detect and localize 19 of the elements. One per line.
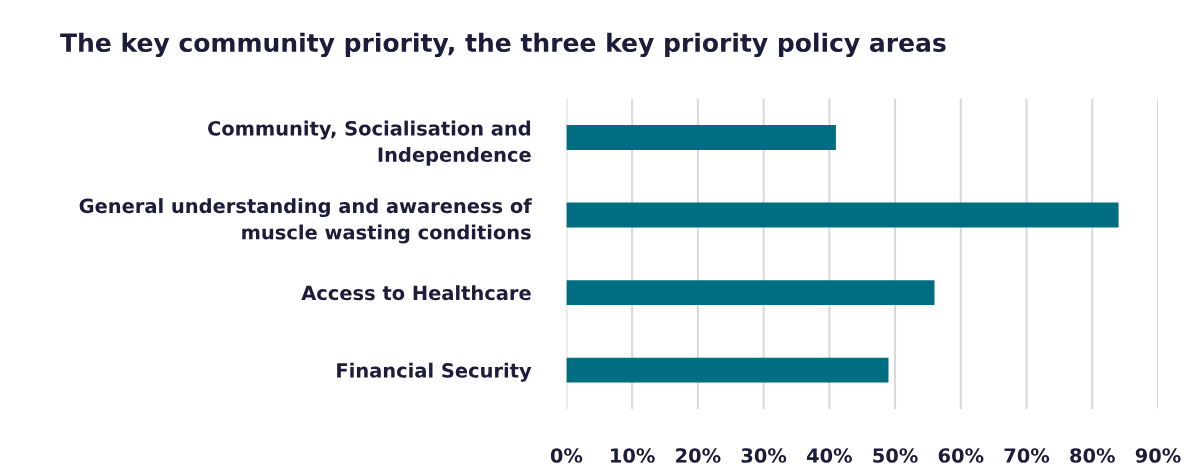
bar bbox=[566, 357, 889, 383]
bar bbox=[566, 125, 836, 150]
y-tick-label: Community, Socialisation and Independence bbox=[208, 120, 531, 166]
x-tick-label: 80% bbox=[1070, 448, 1115, 463]
bar bbox=[566, 202, 1119, 228]
x-tick-label: 30% bbox=[741, 448, 787, 463]
x-tick-label: 20% bbox=[676, 448, 721, 463]
y-tick-label: General understanding and awareness of muscle wasting conditions bbox=[79, 198, 532, 244]
x-tick-label: 70% bbox=[1004, 448, 1050, 463]
x-tick-label: 0% bbox=[550, 448, 583, 463]
x-tick-label: 90% bbox=[1135, 448, 1181, 463]
bar bbox=[566, 280, 935, 305]
x-tick-label: 60% bbox=[938, 448, 984, 463]
chart-title: The key community priority, the three key priority policy areas bbox=[60, 32, 946, 58]
y-tick-label: Access to Healthcare bbox=[301, 285, 531, 301]
y-tick-label: Financial Security bbox=[337, 362, 532, 382]
x-tick-label: 50% bbox=[873, 448, 918, 463]
x-tick-label: 10% bbox=[611, 448, 655, 463]
x-tick-label: 40% bbox=[806, 448, 852, 463]
